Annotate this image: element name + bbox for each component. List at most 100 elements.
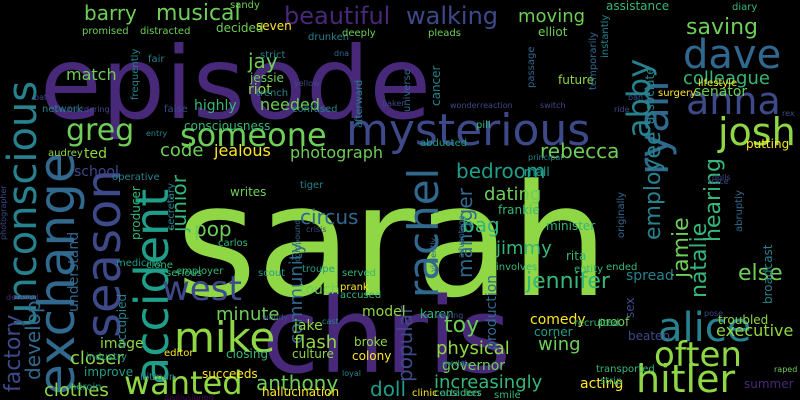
word-serious: serious xyxy=(166,268,202,279)
word-walking: walking xyxy=(406,2,498,30)
word-baker: baker xyxy=(382,99,405,108)
word-detailed: detailed xyxy=(6,293,38,302)
word-instantly: instantly xyxy=(600,15,611,58)
word-comedy: comedy xyxy=(530,312,586,328)
word-executive: executive xyxy=(716,321,793,340)
word-entity: entity xyxy=(574,264,603,275)
word-jimmy: jimmy xyxy=(495,238,552,259)
word-false: false xyxy=(164,104,188,115)
word-josh: josh xyxy=(717,110,796,154)
word-assistance: assistance xyxy=(606,0,669,13)
word-accident: accident xyxy=(125,189,179,385)
word-touch: touch xyxy=(300,282,340,298)
word-mall: mall xyxy=(524,165,550,179)
word-promised: promised xyxy=(82,26,129,37)
word-consciousness: consciousness xyxy=(184,119,270,133)
word-minister: minister xyxy=(546,219,595,233)
word-moving: moving xyxy=(518,6,585,27)
word-frequently: frequently xyxy=(130,49,141,100)
word-flash: flash xyxy=(294,332,337,353)
word-abby: abby xyxy=(620,59,658,138)
word-pose: pose xyxy=(704,309,723,318)
word-jennifer: jennifer xyxy=(525,269,611,294)
word-scout: scout xyxy=(258,268,285,279)
word-dna: dna xyxy=(334,49,349,58)
word-strict: strict xyxy=(260,50,286,61)
word-accused: accused xyxy=(340,290,381,301)
word-wanted: wanted xyxy=(124,364,243,400)
word-unconscious: unconscious xyxy=(0,81,46,328)
word-colony: colony xyxy=(352,349,391,363)
word-diary: diary xyxy=(732,2,757,13)
word-ban: ban xyxy=(628,93,643,102)
word-develop: develop xyxy=(21,300,45,380)
word-school: school xyxy=(74,164,119,180)
word-considers: considers xyxy=(434,388,482,399)
word-often: often xyxy=(654,335,742,375)
word-season: season xyxy=(76,169,132,338)
word-medal: medal xyxy=(442,359,467,368)
word-originally: originally xyxy=(616,192,627,238)
word-minute: minute xyxy=(216,304,279,325)
word-wonder: wonder xyxy=(450,101,481,110)
word-dolls: dolls xyxy=(712,173,731,182)
word-sex: sex xyxy=(623,297,637,318)
word-reaction: reaction xyxy=(480,101,513,110)
word-manager: manager xyxy=(453,187,477,278)
word-surgery: surgery xyxy=(658,88,696,99)
word-woody: woody xyxy=(262,313,288,322)
word-mysterious: mysterious xyxy=(346,105,590,156)
word-corner: corner xyxy=(534,325,573,339)
word-community: community xyxy=(286,242,307,344)
word-highly: highly xyxy=(194,98,237,114)
word-decided: decided xyxy=(216,21,264,35)
word-broadcast: broadcast xyxy=(761,244,775,304)
word-transported: transported xyxy=(596,364,655,375)
word-abruptly: abruptly xyxy=(734,190,745,232)
word-hitler: hitler xyxy=(636,357,735,400)
word-smile: smile xyxy=(494,390,521,400)
word-doll: doll xyxy=(370,377,406,400)
word-bedroom: bedroom xyxy=(456,159,545,183)
word-operative: operative xyxy=(112,172,160,183)
word-musical: musical xyxy=(156,1,241,26)
word-elliot: elliot xyxy=(538,25,568,39)
word-closing: closing xyxy=(226,347,268,361)
word-production: production xyxy=(484,275,500,350)
word-hallucination: hallucination xyxy=(262,385,339,399)
word-violently: violently xyxy=(429,238,438,272)
word-network: network xyxy=(42,104,83,115)
word-circus: circus xyxy=(300,205,358,229)
word-temporarily: temporarily xyxy=(588,32,599,90)
word-yellow: yellow xyxy=(294,79,320,88)
word-increasingly: increasingly xyxy=(434,372,543,393)
word-barry: barry xyxy=(84,1,137,25)
word-senator: senator xyxy=(694,84,747,100)
word-rebecca: rebecca xyxy=(540,139,619,163)
word-beaten: beaten xyxy=(628,329,670,343)
word-served: served xyxy=(342,268,376,279)
word-dating: dating xyxy=(484,184,541,205)
word-someone: someone xyxy=(180,116,327,154)
word-troubled: troubled xyxy=(718,313,768,327)
word-anthony: anthony xyxy=(256,371,338,395)
word-bag: bag xyxy=(462,213,500,237)
word-passage: passage xyxy=(526,46,537,88)
word-sarah: sarah xyxy=(176,151,609,332)
word-clone: clone xyxy=(146,260,173,271)
word-jay: jay xyxy=(247,49,278,73)
word-beautiful: beautiful xyxy=(284,2,390,30)
word-jealous: jealous xyxy=(213,141,271,160)
word-murdering: murdering xyxy=(68,105,110,114)
word-match: match xyxy=(66,65,117,84)
word-ted: ted xyxy=(84,146,107,162)
word-jamie: jamie xyxy=(669,217,694,279)
word-disillusioned: disillusioned xyxy=(164,393,214,400)
word-clothes: clothes xyxy=(44,380,109,400)
word-switch: switch xyxy=(540,101,566,110)
word-succeeds: succeeds xyxy=(202,367,258,381)
word-acting: acting xyxy=(580,376,623,392)
